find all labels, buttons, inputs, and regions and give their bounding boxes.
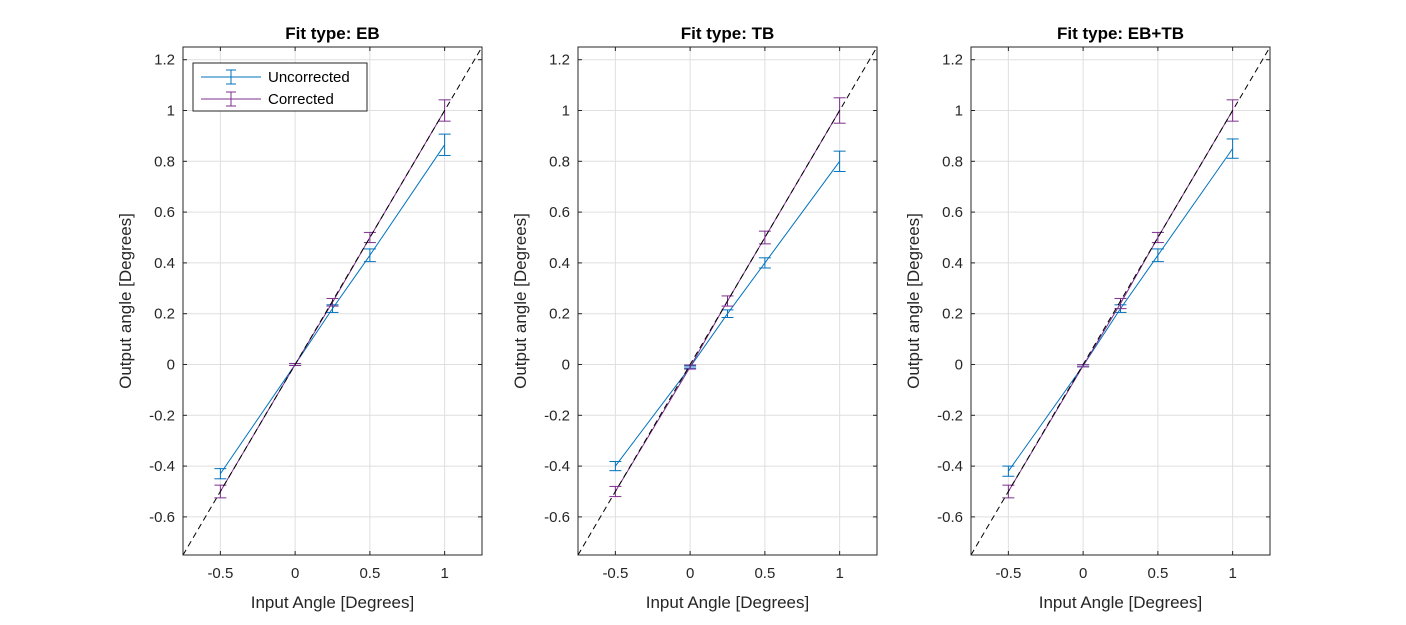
y-tick-label: 0.6 (942, 204, 963, 221)
x-tick-label: 1 (440, 565, 448, 582)
plot-content (971, 47, 1270, 555)
error-bar-uncorrected-0 (214, 468, 227, 480)
legend-label: Uncorrected (268, 69, 350, 86)
y-tick-label: 1.2 (942, 52, 963, 69)
plot-content (183, 47, 482, 555)
y-tick-label: 0.4 (154, 255, 175, 272)
x-axis-label: Input Angle [Degrees] (646, 593, 810, 612)
y-tick-label: 1 (562, 103, 570, 120)
legend-item-uncorrected: Uncorrected (201, 69, 350, 86)
axes-box (182, 46, 483, 556)
x-tick-label: -0.5 (207, 565, 233, 582)
chart-panel-1: -0.5 0 0.5 1 -0.6 -0.4 -0.2 0 0.2 0.4 0.6 0.8 1 1.2 Fi… (116, 24, 483, 612)
legend-label: Corrected (268, 91, 334, 108)
chart-panel-2: -0.5 0 0.5 1 -0.6 -0.4 -0.2 0 0.2 0.4 0.6 0.8 1 1.2 Fi… (511, 24, 878, 612)
y-tick-label: 1 (955, 103, 963, 120)
y-tick-label: -0.6 (937, 509, 963, 526)
y-tick-label: 0.2 (154, 306, 175, 323)
x-tick-label: 0 (1079, 565, 1087, 582)
y-tick-label: 1.2 (154, 52, 175, 69)
error-bar-uncorrected-0 (1002, 465, 1015, 477)
y-tick-label: 0.2 (549, 306, 570, 323)
reference-line (971, 47, 1270, 555)
error-bar-corrected-2 (326, 297, 339, 307)
reference-line (183, 47, 482, 555)
error-bar-uncorrected-4 (1226, 138, 1239, 159)
y-tick-label: 0.4 (549, 255, 570, 272)
error-bar-corrected-3 (1151, 231, 1164, 244)
y-tick-label: 0 (562, 357, 570, 374)
legend-item-corrected: Corrected (201, 91, 334, 108)
reference-line (578, 47, 877, 555)
y-tick-label: 0.6 (154, 204, 175, 221)
y-tick-label: -0.6 (544, 509, 570, 526)
error-bar-uncorrected-3 (363, 248, 376, 263)
y-tick-label: -0.2 (544, 407, 570, 424)
x-axis-label: Input Angle [Degrees] (251, 593, 415, 612)
error-bar-uncorrected-0 (609, 461, 622, 472)
chart-title: Fit type: EB (285, 24, 379, 43)
error-bar-uncorrected-3 (758, 257, 771, 269)
y-tick-label: -0.4 (937, 458, 963, 475)
y-tick-label: 0.8 (942, 153, 963, 170)
error-bar-uncorrected-2 (721, 309, 734, 319)
x-tick-label: 1 (1228, 565, 1236, 582)
axes-box (577, 46, 878, 556)
y-tick-label: -0.4 (149, 458, 175, 475)
y-tick-label: 1.2 (549, 52, 570, 69)
plot-content (578, 47, 877, 555)
y-tick-label: -0.2 (937, 407, 963, 424)
chart-title: Fit type: TB (681, 24, 775, 43)
y-tick-label: 0 (167, 357, 175, 374)
y-tick-label: 0.8 (154, 153, 175, 170)
y-tick-label: 0.6 (549, 204, 570, 221)
y-tick-label: 0.2 (942, 306, 963, 323)
error-bar-corrected-3 (363, 231, 376, 244)
legend-box (192, 62, 368, 112)
x-tick-label: 0.5 (359, 565, 380, 582)
y-tick-label: -0.2 (149, 407, 175, 424)
y-tick-label: 0 (955, 357, 963, 374)
x-axis-label: Input Angle [Degrees] (1039, 593, 1203, 612)
y-axis-label: Output angle [Degrees] (511, 213, 530, 389)
y-tick-label: 0.8 (549, 153, 570, 170)
x-tick-label: -0.5 (602, 565, 628, 582)
y-axis-label: Output angle [Degrees] (116, 213, 135, 389)
error-bar-uncorrected-4 (438, 133, 451, 156)
legend: Uncorrected Corrected (192, 62, 368, 112)
chart-title: Fit type: EB+TB (1057, 24, 1184, 43)
y-axis-label: Output angle [Degrees] (904, 213, 923, 389)
x-tick-label: -0.5 (995, 565, 1021, 582)
axes-box (970, 46, 1271, 556)
y-tick-label: 1 (167, 103, 175, 120)
y-tick-label: -0.6 (149, 509, 175, 526)
y-tick-label: -0.4 (544, 458, 570, 475)
x-tick-label: 0 (686, 565, 694, 582)
x-tick-label: 0 (291, 565, 299, 582)
x-tick-label: 1 (835, 565, 843, 582)
x-tick-label: 0.5 (754, 565, 775, 582)
error-bar-uncorrected-3 (1151, 248, 1164, 263)
chart-panel-3: -0.5 0 0.5 1 -0.6 -0.4 -0.2 0 0.2 0.4 0.6 0.8 1 1.2 Fi… (904, 24, 1271, 612)
error-bar-uncorrected-4 (833, 150, 846, 172)
y-tick-label: 0.4 (942, 255, 963, 272)
x-tick-label: 0.5 (1147, 565, 1168, 582)
